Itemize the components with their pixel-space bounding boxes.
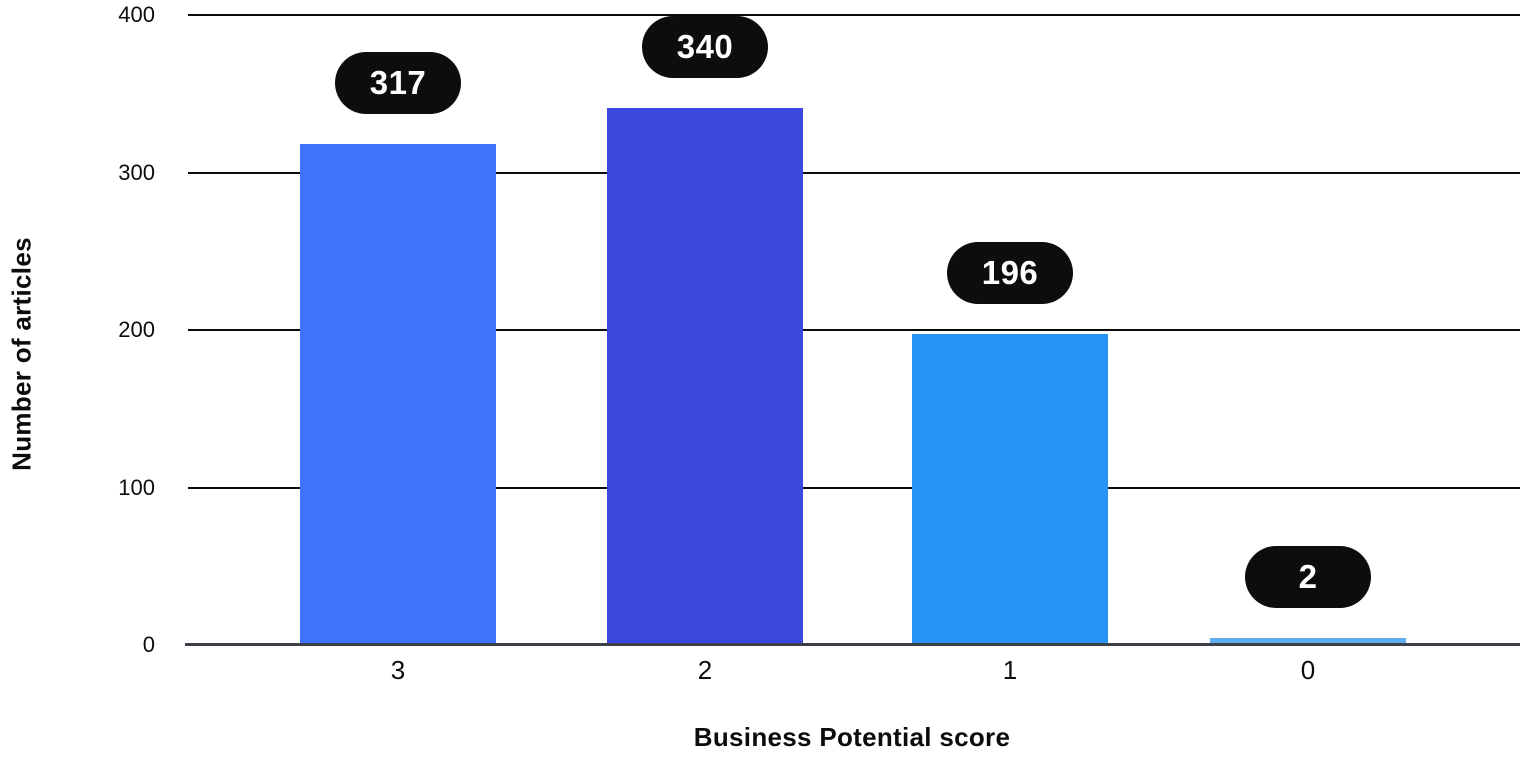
- bar-category-3: [300, 143, 496, 643]
- x-axis-title: Business Potential score: [693, 722, 1011, 752]
- y-tick-label-300: 300: [118, 159, 155, 185]
- y-tick-label-0: 0: [142, 632, 155, 657]
- y-axis-title: Number of articles: [6, 237, 37, 471]
- value-label-pill-340: 340: [642, 15, 768, 78]
- bar-category-2: [607, 107, 803, 643]
- bar-category-0: [1210, 638, 1406, 643]
- value-label-pill-2: 2: [1245, 546, 1371, 608]
- y-tick-label-400: 400: [118, 2, 155, 27]
- gridline-y-200: [188, 329, 1520, 331]
- plot-area: 0 100 200 300 400 317 340 196 2: [118, 2, 1520, 657]
- x-tick-label-0: 0: [1300, 655, 1316, 685]
- gridline-y-100: [188, 486, 1520, 489]
- x-tick-label-1: 1: [1002, 655, 1018, 685]
- y-tick-label-200: 200: [118, 317, 155, 342]
- y-tick-label-100: 100: [118, 474, 155, 500]
- gridline-y-400: [188, 14, 1520, 16]
- gridline-y-300: [188, 171, 1520, 174]
- value-label-pill-196: 196: [947, 242, 1073, 305]
- x-axis-baseline: [185, 643, 1520, 646]
- value-label-pill-317: 317: [335, 51, 461, 114]
- bar-category-1: [912, 334, 1108, 643]
- x-tick-label-3: 3: [390, 655, 406, 685]
- x-tick-label-2: 2: [697, 655, 713, 685]
